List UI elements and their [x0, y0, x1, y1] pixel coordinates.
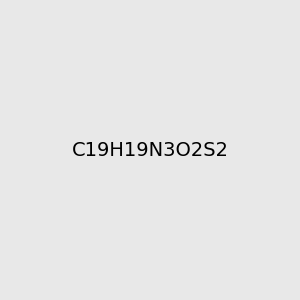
Text: C19H19N3O2S2: C19H19N3O2S2 — [71, 140, 229, 160]
